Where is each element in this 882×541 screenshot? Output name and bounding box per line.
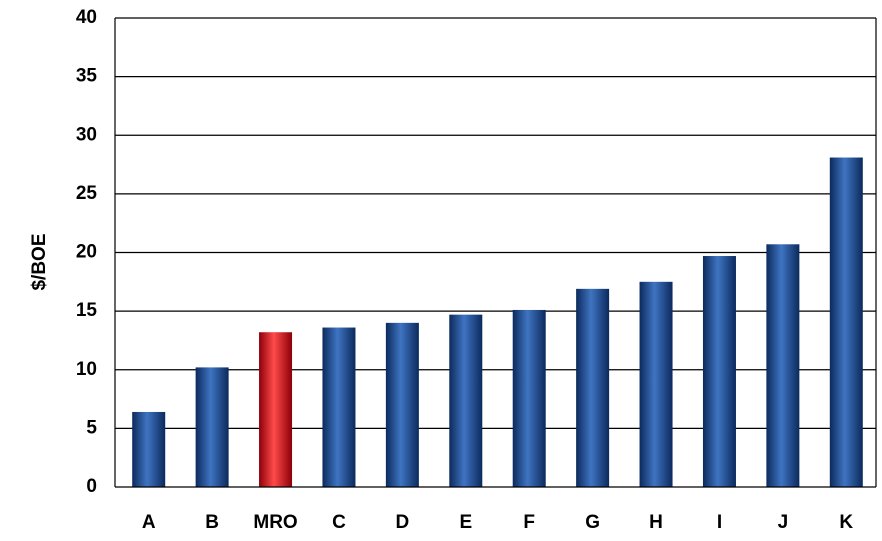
x-tick-label-f: F [523,512,535,533]
gridlines [115,17,876,429]
x-tick-label-mro: MRO [253,512,297,533]
bar-k [829,157,863,487]
y-tick-label-15: 15 [76,300,98,321]
x-tick-label-a: A [142,512,156,533]
bar-mro [259,332,293,487]
y-axis-title: $/BOE [29,233,50,290]
x-tick-label-k: K [839,512,853,533]
bar-i [702,256,736,487]
bar-f [512,309,546,487]
x-tick-label-i: I [717,512,722,533]
y-tick-label-5: 5 [86,417,97,438]
x-tick-label-b: B [205,512,219,533]
y-tick-label-40: 40 [76,7,97,28]
bar-h [639,281,673,487]
bar-g [576,288,610,487]
y-tick-label-35: 35 [76,66,98,87]
bar-a [132,411,166,487]
x-tick-label-d: D [396,512,410,533]
y-tick-label-30: 30 [76,124,97,145]
y-tick-label-10: 10 [76,359,97,380]
y-tick-label-20: 20 [76,242,97,263]
y-tick-labels: 0 5 10 15 20 25 30 35 40 [76,7,98,497]
bar-d [385,322,419,487]
bar-j [766,244,800,487]
y-tick-label-0: 0 [86,476,97,497]
axes [114,18,877,488]
x-tick-label-h: H [649,512,663,533]
x-tick-labels: A B MRO C D E F G H I J K [142,512,854,533]
x-tick-label-c: C [332,512,346,533]
x-tick-label-e: E [459,512,472,533]
bar-b [195,367,229,487]
bar-c [322,327,356,487]
x-tick-label-g: G [585,512,600,533]
bars [132,157,863,487]
y-tick-label-25: 25 [76,183,98,204]
bar-e [449,314,483,487]
x-tick-label-j: J [778,512,789,533]
